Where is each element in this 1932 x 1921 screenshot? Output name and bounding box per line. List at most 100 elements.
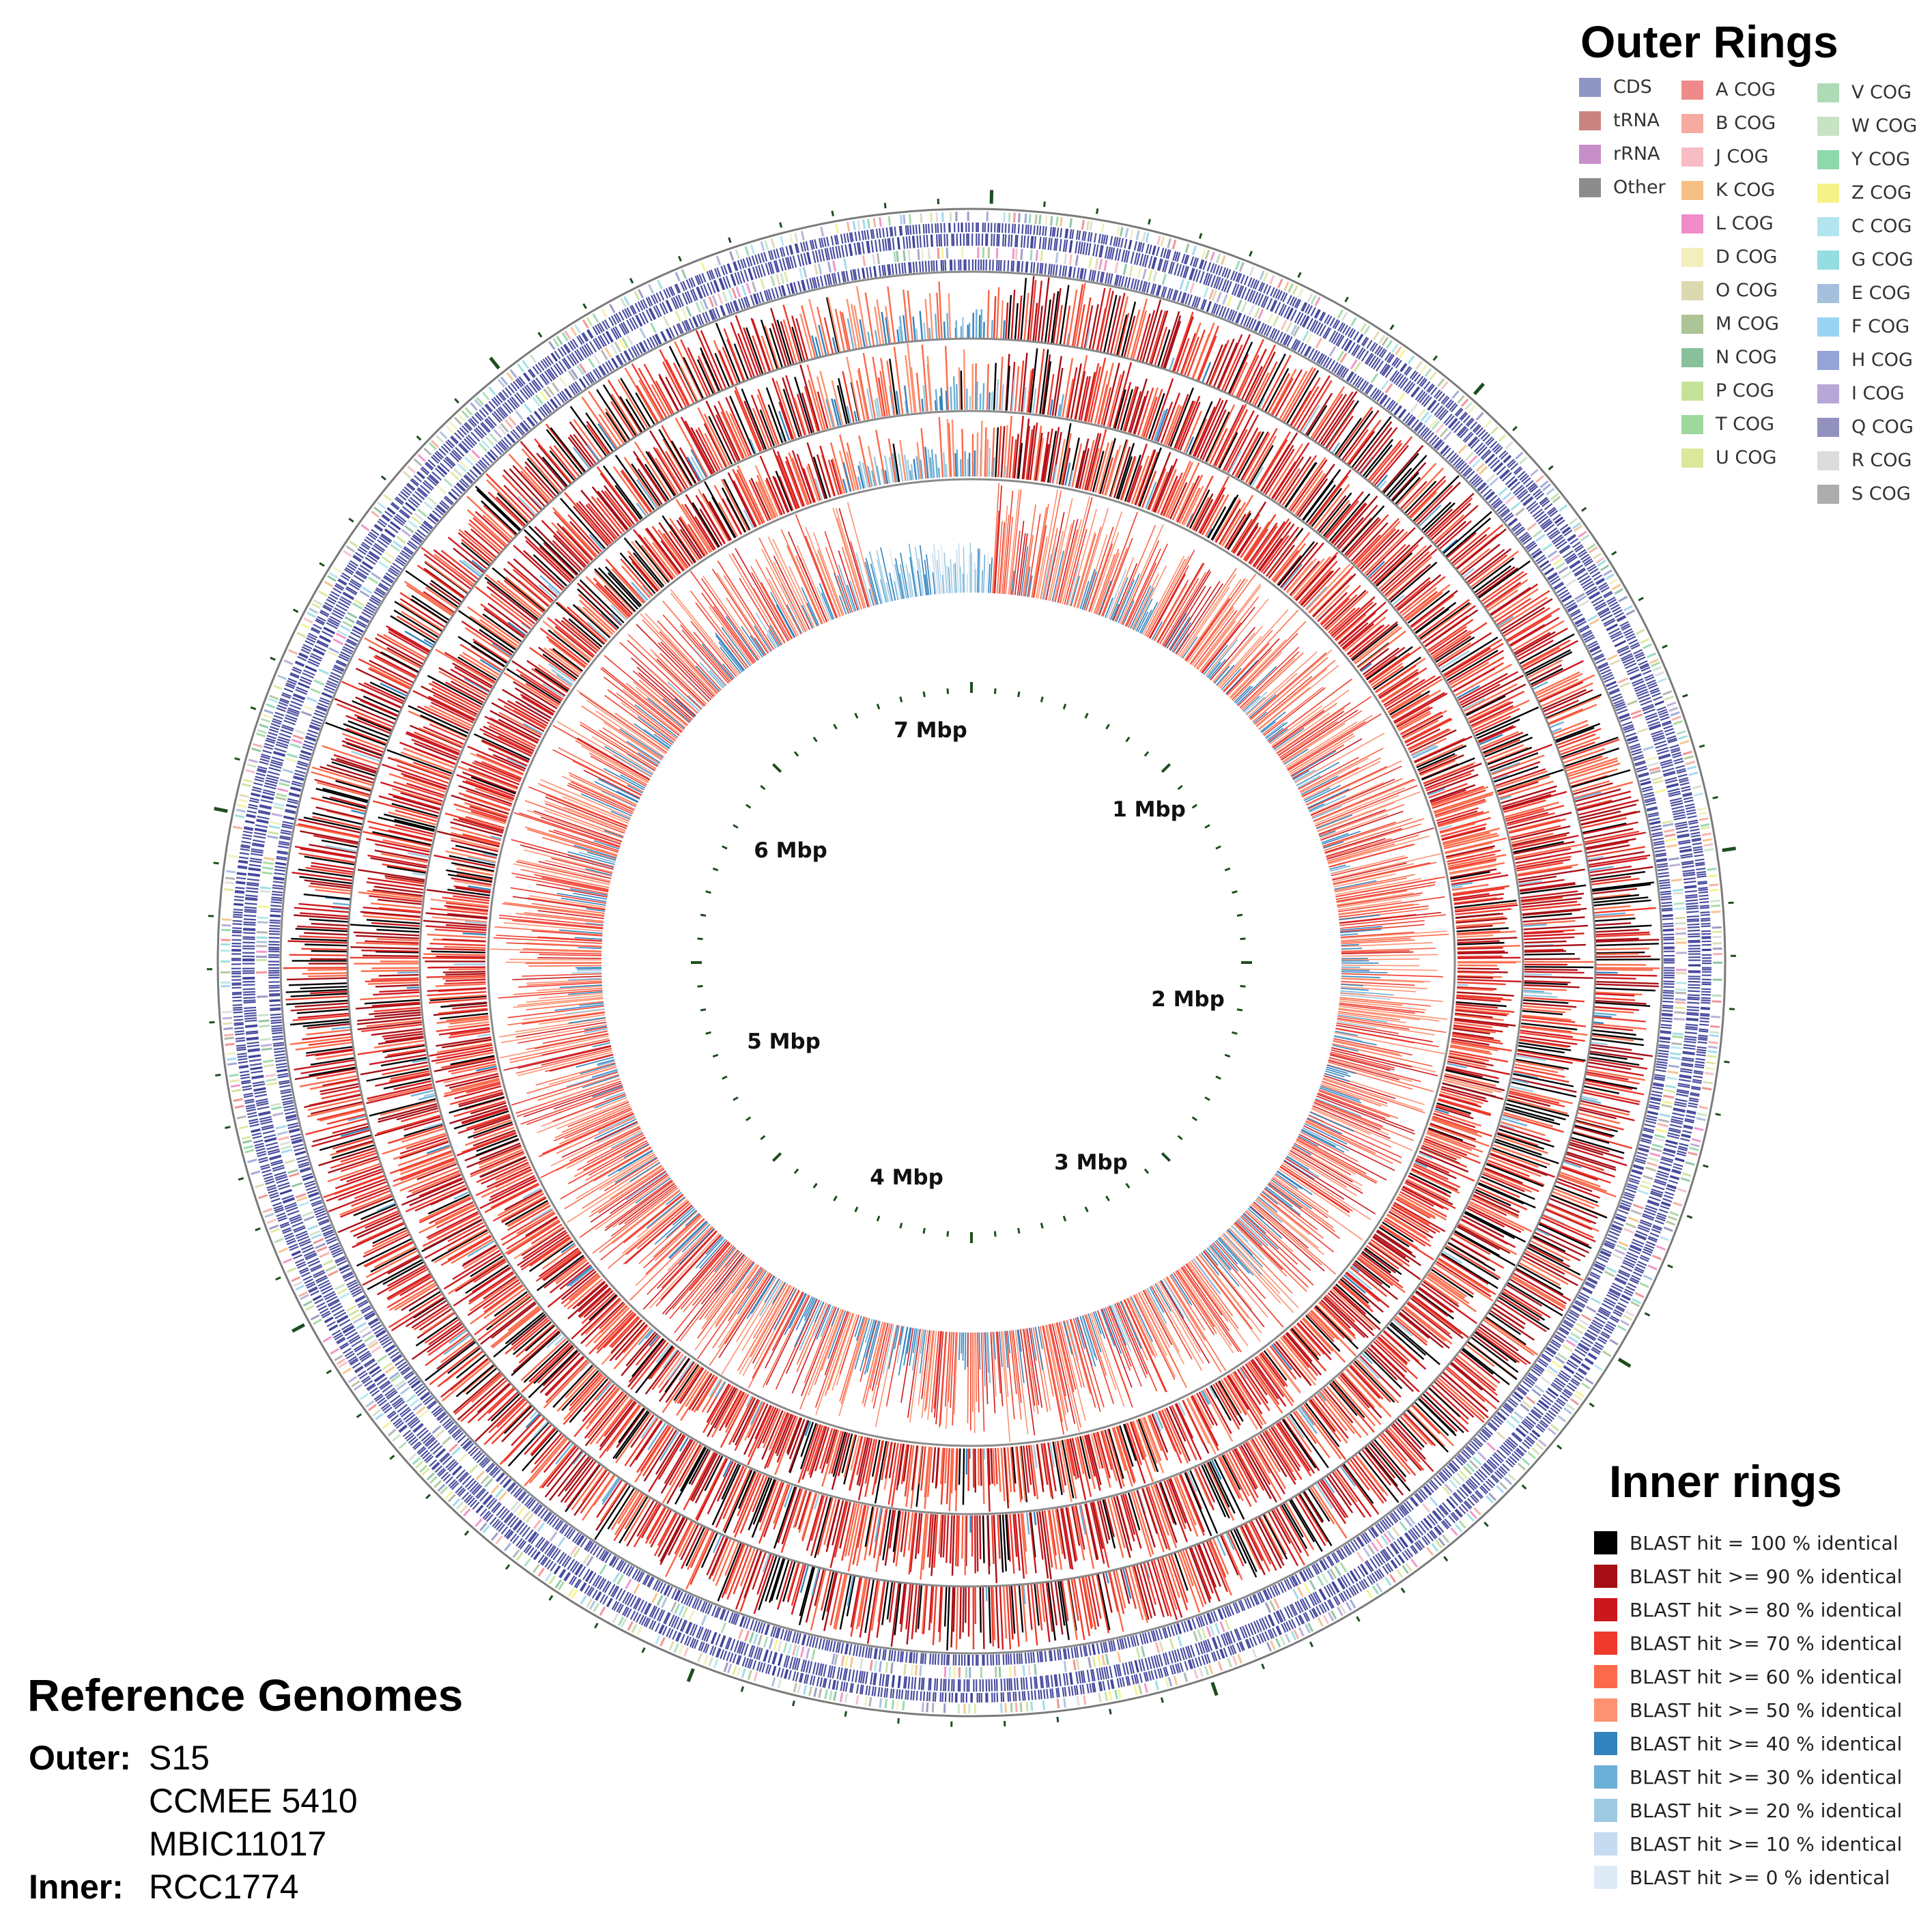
blast-hit-mark bbox=[522, 973, 602, 977]
blast-hit-mark bbox=[1333, 496, 1378, 546]
blast-hit-mark bbox=[1036, 1511, 1044, 1560]
blast-hit-mark bbox=[401, 610, 440, 636]
blast-hit-mark bbox=[1285, 1416, 1312, 1453]
blast-hit-mark bbox=[461, 542, 490, 567]
blast-hit-mark bbox=[1567, 1146, 1628, 1167]
blast-hit-mark bbox=[846, 1576, 856, 1617]
blast-hit-mark bbox=[1388, 563, 1431, 601]
blast-hit-mark bbox=[1309, 475, 1349, 526]
blast-hit-mark bbox=[1021, 1584, 1027, 1642]
blast-hit-mark bbox=[1440, 1087, 1488, 1102]
blast-hit-mark bbox=[486, 479, 530, 523]
blast-hit-mark bbox=[658, 373, 679, 412]
blast-hit-mark bbox=[1333, 1470, 1358, 1503]
blast-hit-mark bbox=[999, 1586, 1004, 1650]
blast-hit-mark bbox=[1391, 1424, 1434, 1472]
blast-hit-mark bbox=[1363, 1350, 1403, 1389]
blast-hit-mark bbox=[496, 496, 526, 526]
blast-hit-mark bbox=[952, 1586, 956, 1632]
blast-hit-mark bbox=[1290, 1498, 1323, 1552]
blast-hit-mark bbox=[310, 1057, 354, 1066]
blast-hit-mark bbox=[1075, 371, 1086, 420]
blast-hit-mark bbox=[1464, 1210, 1526, 1243]
blast-hit-mark bbox=[1159, 1557, 1178, 1610]
blast-hit-mark bbox=[735, 1549, 759, 1610]
blast-hit-mark bbox=[687, 347, 711, 396]
blast-hit-mark bbox=[853, 305, 863, 348]
blast-hit-mark bbox=[1443, 1251, 1463, 1264]
blast-hit-mark bbox=[1163, 404, 1180, 445]
blast-hit-mark bbox=[1453, 1233, 1491, 1255]
blast-hit-mark bbox=[1505, 808, 1544, 820]
blast-hit-mark bbox=[363, 1232, 409, 1255]
blast-hit-mark bbox=[706, 1535, 725, 1576]
blast-hit-mark bbox=[718, 350, 735, 386]
blast-hit-mark bbox=[928, 328, 931, 340]
blast-hit-mark bbox=[1416, 481, 1461, 526]
blast-hit-mark bbox=[1113, 1496, 1131, 1559]
blast-hit-mark bbox=[967, 1332, 969, 1367]
blast-hit-mark bbox=[635, 392, 655, 425]
blast-hit-mark bbox=[319, 1134, 372, 1152]
blast-hit-mark bbox=[345, 737, 384, 753]
blast-hit-mark bbox=[1005, 1514, 1010, 1561]
blast-hit-mark bbox=[299, 1075, 358, 1087]
blast-hit-mark bbox=[424, 1318, 459, 1344]
blast-hit-mark bbox=[1415, 608, 1449, 634]
blast-hit-mark bbox=[1555, 726, 1595, 743]
blast-hit-mark bbox=[1201, 1464, 1227, 1518]
blast-hit-mark bbox=[1169, 387, 1195, 447]
blast-hit-mark bbox=[1296, 464, 1335, 517]
blast-hit-mark bbox=[1561, 1165, 1611, 1184]
blast-hit-mark bbox=[1346, 1460, 1370, 1491]
blast-hit-mark bbox=[1511, 1081, 1577, 1098]
blast-hit-mark bbox=[1084, 1503, 1098, 1561]
blast-hit-mark bbox=[326, 1178, 386, 1202]
blast-hit-mark bbox=[1393, 1319, 1413, 1337]
blast-hit-mark bbox=[557, 1455, 590, 1497]
blast-hit-mark bbox=[1499, 1294, 1541, 1322]
blast-hit-mark bbox=[339, 1193, 392, 1216]
blast-hit-mark bbox=[1108, 1571, 1119, 1612]
blast-hit-mark bbox=[1078, 376, 1089, 421]
blast-hit-mark bbox=[938, 416, 944, 478]
blast-hit-mark bbox=[1316, 495, 1347, 532]
blast-hit-mark bbox=[1029, 348, 1038, 413]
blast-hit-mark bbox=[1050, 1582, 1058, 1626]
blast-hit-mark bbox=[361, 950, 419, 952]
blast-hit-mark bbox=[1522, 903, 1581, 911]
blast-hit-mark bbox=[1554, 724, 1589, 739]
blast-hit-mark bbox=[1502, 793, 1552, 810]
blast-hit-mark bbox=[1245, 427, 1278, 483]
blast-hit-mark bbox=[1467, 690, 1525, 720]
blast-hit-mark bbox=[451, 794, 509, 815]
blast-hit-mark bbox=[1436, 520, 1466, 547]
blast-hit-mark bbox=[462, 559, 483, 576]
blast-hit-mark bbox=[1073, 1505, 1085, 1561]
blast-hit-mark bbox=[1026, 369, 1032, 413]
blast-hit-mark bbox=[1511, 834, 1567, 848]
blast-hit-mark bbox=[1586, 1073, 1640, 1085]
blast-hit-mark bbox=[1178, 1475, 1206, 1536]
blast-hit-mark bbox=[1369, 1442, 1411, 1492]
blast-hit-mark bbox=[1524, 933, 1585, 937]
blast-hit-mark bbox=[935, 453, 939, 478]
blast-hit-mark bbox=[858, 1578, 868, 1627]
blast-hit-mark bbox=[818, 324, 827, 356]
blast-hit-mark bbox=[986, 363, 989, 410]
blast-hit-mark bbox=[1593, 1025, 1634, 1031]
blast-hit-mark bbox=[1592, 1029, 1636, 1036]
blast-hit-mark bbox=[1593, 896, 1649, 904]
blast-hit-mark bbox=[351, 1190, 390, 1207]
blast-hit-mark bbox=[1285, 1502, 1315, 1550]
blast-hit-mark bbox=[1224, 429, 1248, 472]
blast-hit-mark bbox=[699, 347, 721, 392]
blast-hit-mark bbox=[588, 390, 625, 444]
blast-hit-mark bbox=[1203, 1464, 1230, 1519]
blast-hit-mark bbox=[1451, 534, 1488, 565]
blast-hit-mark bbox=[1453, 668, 1496, 693]
blast-hit-mark bbox=[1432, 1266, 1475, 1295]
blast-hit-mark bbox=[1395, 1315, 1428, 1343]
blast-hit-mark bbox=[387, 1264, 426, 1287]
blast-hit-mark bbox=[1570, 775, 1608, 788]
